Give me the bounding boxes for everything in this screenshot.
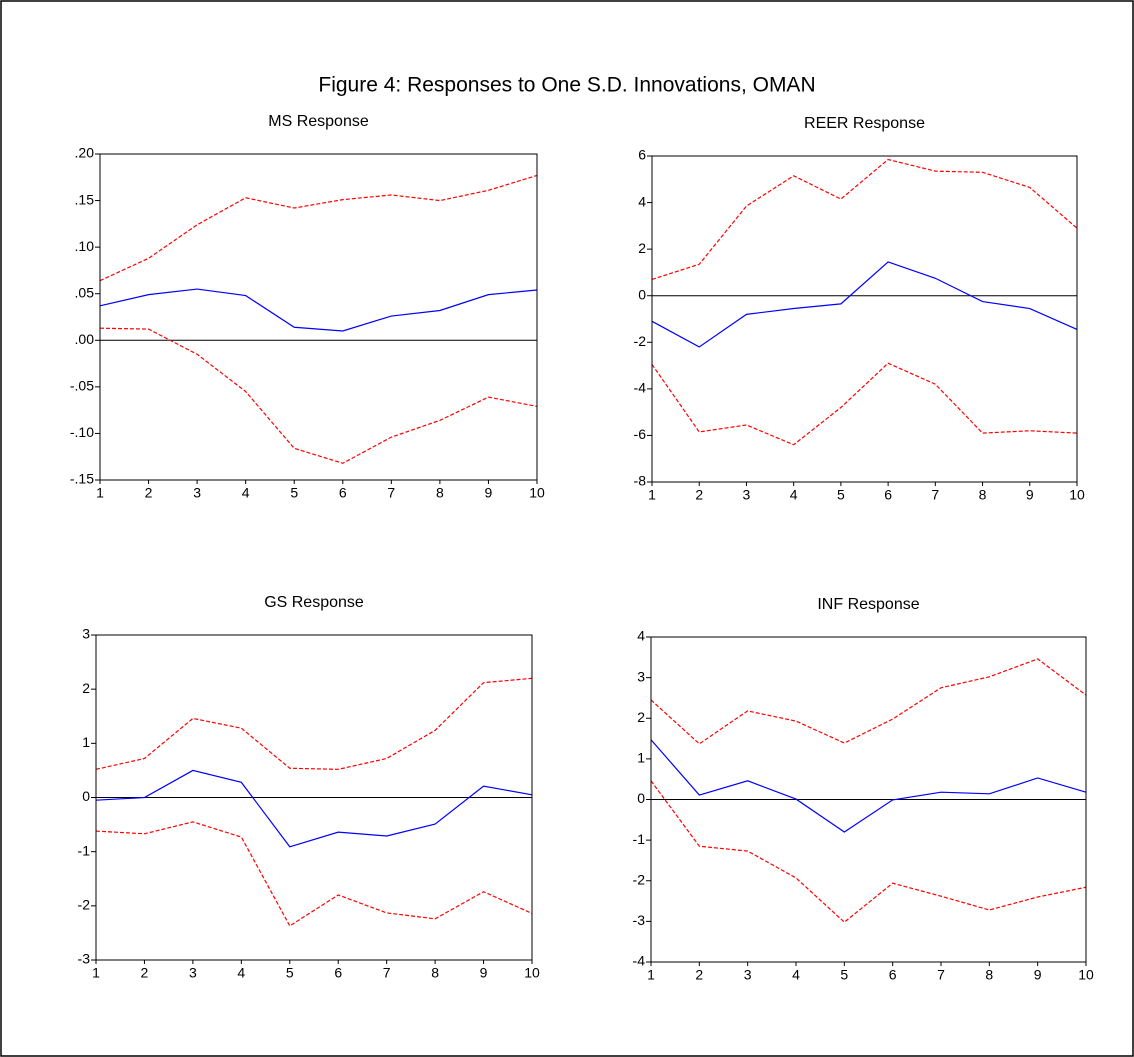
x-tick-label: 6 [334,965,342,981]
x-tick-label: 4 [792,967,800,983]
x-tick-label: 10 [1078,967,1094,983]
response-line [99,327,538,464]
x-tick-label: 1 [647,967,655,983]
x-tick-label: 5 [290,485,298,501]
x-tick-label: 4 [790,487,798,503]
y-tick-label: 1 [637,750,645,766]
x-tick-label: 9 [480,965,488,981]
y-tick-label: 6 [638,147,646,163]
x-tick-label: 7 [937,967,945,983]
y-tick-label: .10 [75,238,95,254]
x-tick-label: 7 [383,965,391,981]
y-tick-label: 0 [82,788,90,804]
response-line [95,769,533,848]
y-tick-label: 0 [637,790,645,806]
x-tick-label: 4 [242,485,250,501]
x-tick-label: 7 [387,485,395,501]
x-tick-label: 2 [695,487,703,503]
x-tick-label: 3 [189,965,197,981]
x-tick-label: 9 [485,485,493,501]
subplot-title: GS Response [264,594,364,611]
x-tick-label: 4 [237,965,245,981]
response-line [95,677,533,770]
y-tick-label: -.10 [70,424,94,440]
y-tick-label: 4 [637,628,645,644]
response-line [651,362,1078,446]
x-tick-label: 3 [193,485,201,501]
response-line [95,821,533,927]
y-tick-label: -8 [634,473,647,489]
x-tick-label: 3 [744,967,752,983]
y-tick-label: -2 [634,333,647,349]
y-tick-label: -2 [633,871,646,887]
y-tick-label: -4 [634,380,647,396]
x-tick-label: 7 [931,487,939,503]
y-tick-label: 2 [637,709,645,725]
y-tick-label: .15 [75,191,95,207]
x-tick-label: 6 [884,487,892,503]
x-tick-label: 8 [985,967,993,983]
y-tick-label: .20 [75,145,95,161]
x-tick-label: 2 [695,967,703,983]
response-line [651,261,1078,348]
y-tick-label: -2 [78,897,91,913]
x-tick-label: 10 [1069,487,1085,503]
y-tick-label: 2 [638,240,646,256]
y-tick-label: -.15 [70,471,94,487]
x-tick-label: 8 [431,965,439,981]
response-line [99,288,538,332]
y-tick-label: 3 [637,668,645,684]
y-tick-label: 2 [82,680,90,696]
x-tick-label: 8 [436,485,444,501]
response-line [651,158,1078,280]
x-tick-label: 5 [286,965,294,981]
x-tick-label: 10 [529,485,545,501]
y-tick-label: -3 [78,951,91,967]
y-tick-label: 0 [638,286,646,302]
response-line [99,174,538,282]
x-tick-label: 2 [141,965,149,981]
response-line [650,739,1087,833]
x-tick-label: 9 [1034,967,1042,983]
subplot-title: INF Response [817,596,919,613]
y-tick-label: .05 [75,284,95,300]
x-tick-label: 1 [92,965,100,981]
x-tick-label: 5 [837,487,845,503]
x-tick-label: 6 [339,485,347,501]
x-tick-label: 10 [524,965,540,981]
y-tick-label: .00 [75,331,95,347]
figure-title: Figure 4: Responses to One S.D. Innovati… [318,74,815,97]
x-tick-label: 1 [96,485,104,501]
subplot-title: REER Response [804,115,925,132]
plot-frame [95,634,533,961]
y-tick-label: -3 [633,912,646,928]
y-tick-label: -.05 [70,378,94,394]
x-tick-label: 8 [979,487,987,503]
y-tick-label: 4 [638,193,646,209]
x-tick-label: 6 [889,967,897,983]
subplot-title: MS Response [268,113,369,130]
y-tick-label: 1 [82,734,90,750]
plot-frame [650,636,1087,963]
response-line [650,780,1087,923]
plot-frame [99,153,538,481]
x-tick-label: 5 [840,967,848,983]
x-tick-label: 9 [1026,487,1034,503]
plot-frame [651,155,1078,483]
x-tick-label: 3 [743,487,751,503]
y-tick-label: 3 [82,626,90,642]
x-tick-label: 1 [648,487,656,503]
y-tick-label: -1 [633,831,646,847]
x-tick-label: 2 [145,485,153,501]
y-tick-label: -6 [634,426,647,442]
response-line [650,658,1087,745]
y-tick-label: -4 [633,953,646,969]
y-tick-label: -1 [78,842,91,858]
